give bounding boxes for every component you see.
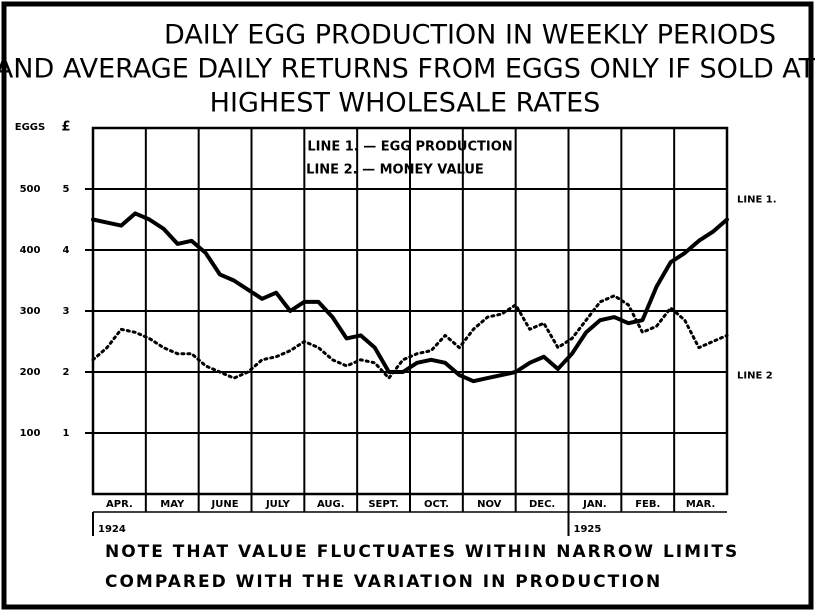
y2-tick-label: 5 bbox=[63, 184, 70, 195]
y-tick-label: 100 bbox=[20, 428, 41, 439]
y-tick-label: 300 bbox=[20, 306, 41, 317]
y2-tick-label: 1 bbox=[63, 428, 70, 439]
y2-tick-label: 2 bbox=[63, 367, 70, 378]
title-line: DAILY EGG PRODUCTION IN WEEKLY PERIODS bbox=[164, 20, 776, 51]
y-axis-label: EGGS bbox=[15, 122, 45, 133]
x-tick-label: DEC. bbox=[529, 499, 555, 510]
x-tick-label: JULY bbox=[265, 499, 291, 510]
x-tick-label: MAY bbox=[160, 499, 185, 510]
y-tick-label: 400 bbox=[20, 245, 41, 256]
x-tick-label: APR. bbox=[106, 499, 133, 510]
legend-entry: LINE 2. — MONEY VALUE bbox=[306, 163, 484, 178]
series-line bbox=[91, 294, 729, 380]
title-line: AND AVERAGE DAILY RETURNS FROM EGGS ONLY… bbox=[0, 54, 815, 85]
title-line: HIGHEST WHOLESALE RATES bbox=[210, 88, 601, 119]
x-tick-label: SEPT. bbox=[368, 499, 398, 510]
note-line: COMPARED WITH THE VARIATION IN PRODUCTIO… bbox=[105, 572, 662, 592]
series-line bbox=[91, 211, 729, 384]
y2-axis-label: £ bbox=[61, 120, 70, 135]
x-tick-label: MAR. bbox=[686, 499, 715, 510]
x-tick-label: OCT. bbox=[424, 499, 449, 510]
x-tick-label: AUG. bbox=[317, 499, 345, 510]
y-tick-label: 200 bbox=[20, 367, 41, 378]
y2-tick-label: 4 bbox=[63, 245, 70, 256]
y2-tick-label: 3 bbox=[63, 306, 70, 317]
x-tick-label: JUNE bbox=[211, 499, 239, 510]
series-end-label: LINE 2 bbox=[737, 370, 773, 381]
x-tick-label: JAN. bbox=[582, 499, 607, 510]
year-label: 1924 bbox=[98, 524, 126, 535]
x-tick-label: FEB. bbox=[635, 499, 660, 510]
series-end-label: LINE 1. bbox=[737, 195, 777, 206]
note-line: NOTE THAT VALUE FLUCTUATES WITHIN NARROW… bbox=[105, 542, 739, 562]
y-tick-label: 500 bbox=[20, 184, 41, 195]
x-tick-label: NOV bbox=[477, 499, 502, 510]
year-label: 1925 bbox=[574, 524, 602, 535]
